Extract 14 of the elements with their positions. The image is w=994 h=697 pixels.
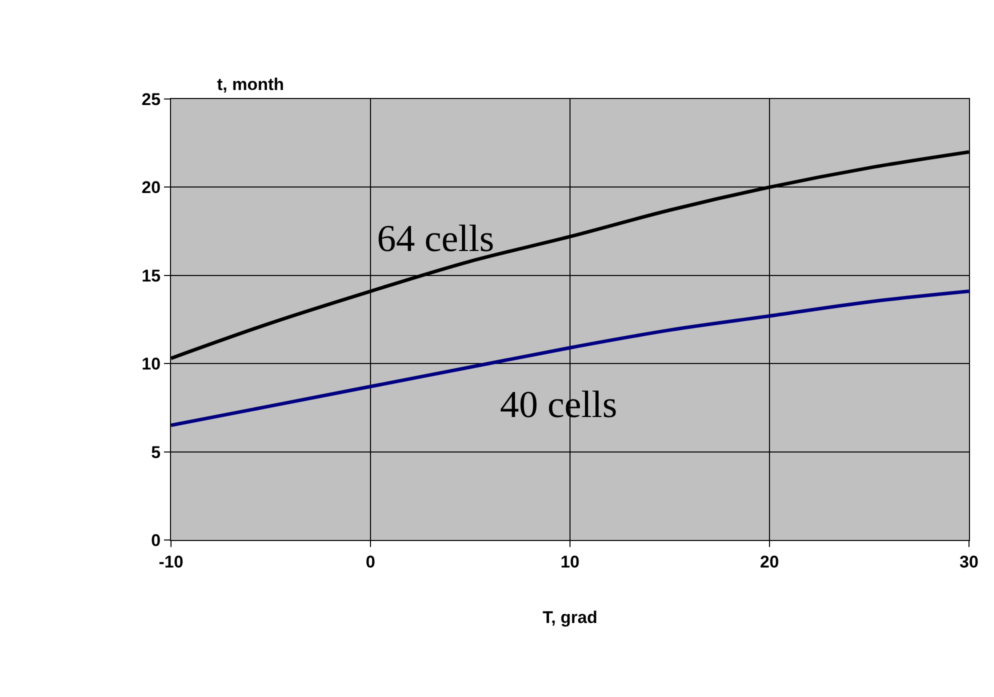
- y-tick-label: 0: [151, 530, 161, 550]
- y-tick-label: 25: [142, 90, 161, 109]
- y-tick-label: 20: [142, 178, 161, 198]
- y-tick-label: 5: [151, 442, 161, 462]
- y-tick-label: 10: [142, 354, 161, 374]
- x-tick-label: 10: [560, 552, 580, 572]
- series-label: 64 cells: [377, 218, 494, 260]
- y-axis-title: t, month: [217, 75, 284, 94]
- x-tick-label: 0: [366, 552, 376, 572]
- x-tick-label: 20: [760, 552, 779, 572]
- x-tick-label: -10: [158, 552, 184, 572]
- x-axis-title: T, grad: [542, 608, 598, 627]
- y-tick-label: 15: [142, 266, 161, 286]
- x-tick-label: 30: [960, 552, 978, 572]
